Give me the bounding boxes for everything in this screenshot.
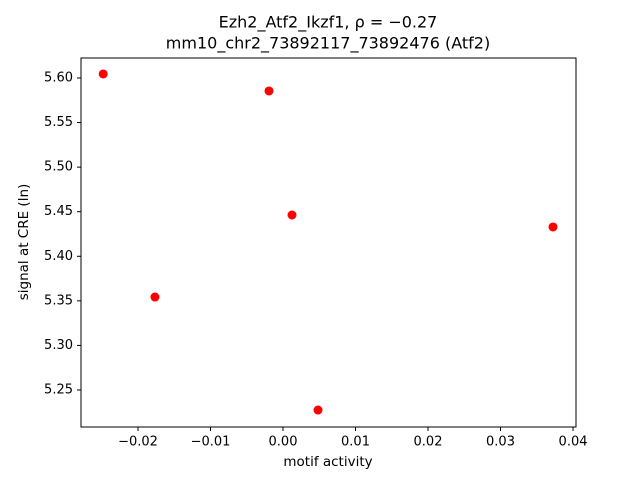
x-tick-label: 0.00: [269, 435, 298, 450]
x-tick-label: −0.01: [191, 435, 231, 450]
point: [287, 210, 297, 220]
y-tick-label: 5.35: [44, 293, 73, 308]
point: [313, 405, 323, 415]
x-tick-label: −0.02: [118, 435, 158, 450]
point: [98, 69, 108, 79]
point: [150, 292, 160, 302]
y-tick-label: 5.25: [44, 383, 73, 398]
y-tick-label: 5.50: [44, 160, 73, 175]
y-tick-label: 5.30: [44, 338, 73, 353]
point: [548, 222, 558, 232]
x-axis-label: motif activity: [283, 454, 372, 470]
y-tick-label: 5.55: [44, 115, 73, 130]
y-axis-label: signal at CRE (ln): [16, 184, 32, 301]
y-tick-label: 5.45: [44, 204, 73, 219]
chart-title: Ezh2_Atf2_Ikzf1, ρ = −0.27: [219, 13, 438, 33]
y-tick-label: 5.60: [44, 70, 73, 85]
x-tick-label: 0.02: [414, 435, 443, 450]
x-tick-label: 0.04: [559, 435, 588, 450]
x-tick-label: 0.03: [486, 435, 515, 450]
plot-frame: [80, 57, 577, 428]
chart-subtitle: mm10_chr2_73892117_73892476 (Atf2): [166, 34, 490, 54]
x-tick-label: 0.01: [341, 435, 370, 450]
y-tick-label: 5.40: [44, 249, 73, 264]
point: [264, 86, 274, 96]
